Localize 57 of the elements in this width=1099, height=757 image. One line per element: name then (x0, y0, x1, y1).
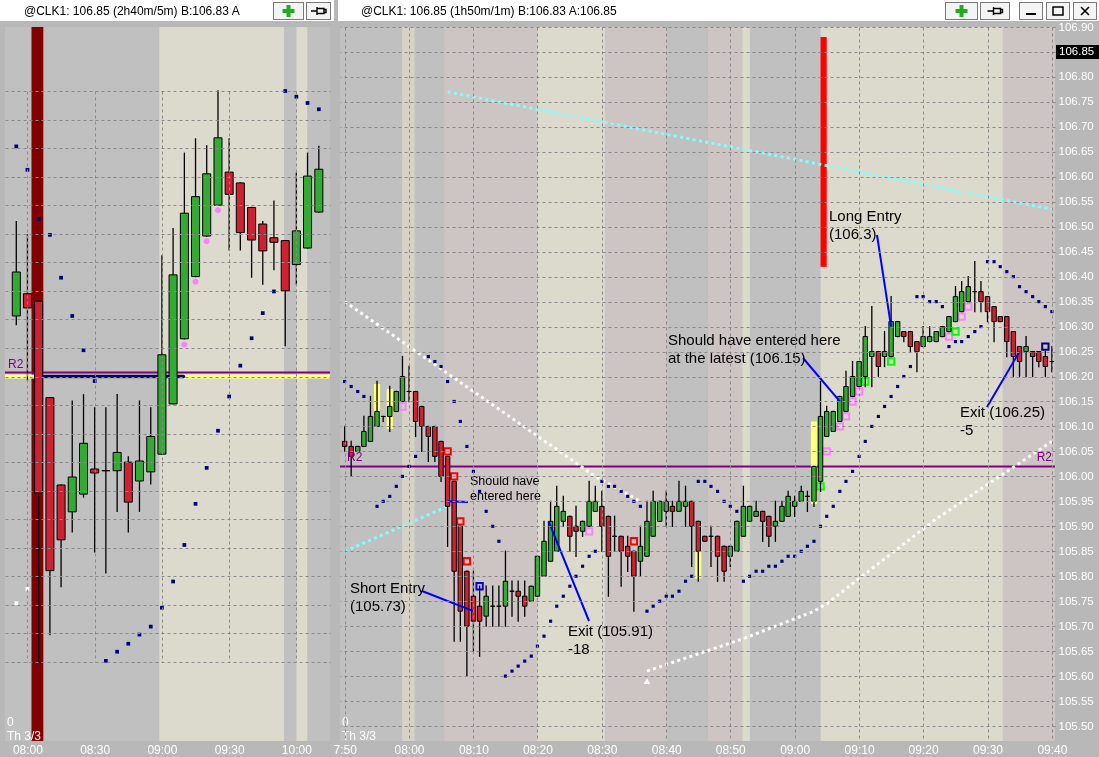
y-tick-label: 106.05 (1058, 444, 1094, 457)
x-tick-label: 09:20 (908, 742, 939, 757)
chart-title: @CLK1: 106.85 (1h50m/1m) B:106.83 A:106.85 (361, 4, 617, 18)
y-tick-label: 106.00 (1058, 469, 1094, 482)
y-tick-label: 105.90 (1058, 519, 1094, 532)
y-tick-label: 106.60 (1058, 170, 1094, 183)
annotation: 0 (342, 715, 349, 729)
annotation: Short Entry (105.73) (350, 579, 426, 614)
y-tick-label: 106.25 (1058, 345, 1094, 358)
text: 0 (7, 715, 14, 729)
y-tick-label: 106.75 (1058, 95, 1094, 108)
annotation: Exit (106.25) -5 (960, 403, 1046, 438)
y-tick-label: 105.55 (1058, 694, 1094, 707)
y-tick-label: 106.15 (1058, 394, 1094, 407)
y-tick-label: 105.60 (1058, 669, 1094, 682)
x-tick-label: 08:20 (522, 742, 554, 757)
x-tick-label: 08:30 (587, 742, 618, 757)
x-tick-label: 08:00 (394, 742, 425, 757)
y-tick-label: 105.65 (1058, 644, 1094, 657)
y-tick-label: 106.65 (1058, 145, 1094, 158)
annotation: Should have entered here at the latest (106.15) (668, 331, 841, 366)
x-tick-label: 7:50 (333, 742, 358, 757)
x-tick-label: 09:30 (973, 742, 1004, 757)
ref-line-label: R2 (8, 356, 24, 371)
x-tick-label: 08:30 (80, 742, 111, 757)
x-tick-label: 10:00 (281, 742, 313, 757)
y-tick-label: 105.85 (1058, 544, 1094, 557)
y-tick-label: 106.70 (1058, 120, 1094, 133)
y-tick-label: 106.20 (1058, 370, 1094, 383)
y-tick-label: 105.80 (1058, 569, 1094, 582)
chart-title: @CLK1: 106.85 (2h40m/5m) B:106.83 A (24, 4, 240, 18)
text: R2 (1036, 450, 1052, 465)
x-tick-label: 08:10 (458, 742, 490, 757)
y-tick-label: 106.45 (1058, 245, 1094, 258)
y-tick-label: 105.95 (1058, 494, 1094, 507)
x-tick-label: 08:50 (715, 742, 747, 757)
x-tick-label: 09:40 (1037, 742, 1068, 757)
y-tick-label: 106.40 (1058, 270, 1094, 283)
y-tick-label: 106.55 (1058, 195, 1094, 208)
text: 106.85 (1059, 45, 1095, 57)
x-tick-label: 08:40 (651, 742, 683, 757)
y-tick-label: 106.30 (1058, 320, 1094, 333)
y-tick-label: 106.90 (1058, 20, 1094, 33)
x-tick-label: 09:10 (844, 742, 875, 757)
x-tick-label: 09:30 (214, 742, 245, 757)
y-tick-label: 106.10 (1058, 419, 1094, 432)
y-tick-label: 105.75 (1058, 594, 1094, 607)
y-tick-label: 105.70 (1058, 619, 1094, 632)
y-tick-label: 106.50 (1058, 220, 1094, 233)
x-tick-label: 08:00 (12, 742, 44, 757)
y-tick-label: 106.35 (1058, 295, 1094, 308)
x-tick-label: 09:00 (780, 742, 811, 757)
y-tick-label: 106.80 (1058, 70, 1094, 83)
annotation: Exit (105.91) -18 (568, 622, 654, 657)
annotation: Long Entry (106.3) (829, 207, 903, 242)
y-tick-label: 105.50 (1058, 719, 1094, 732)
x-tick-label: 09:00 (147, 742, 178, 757)
